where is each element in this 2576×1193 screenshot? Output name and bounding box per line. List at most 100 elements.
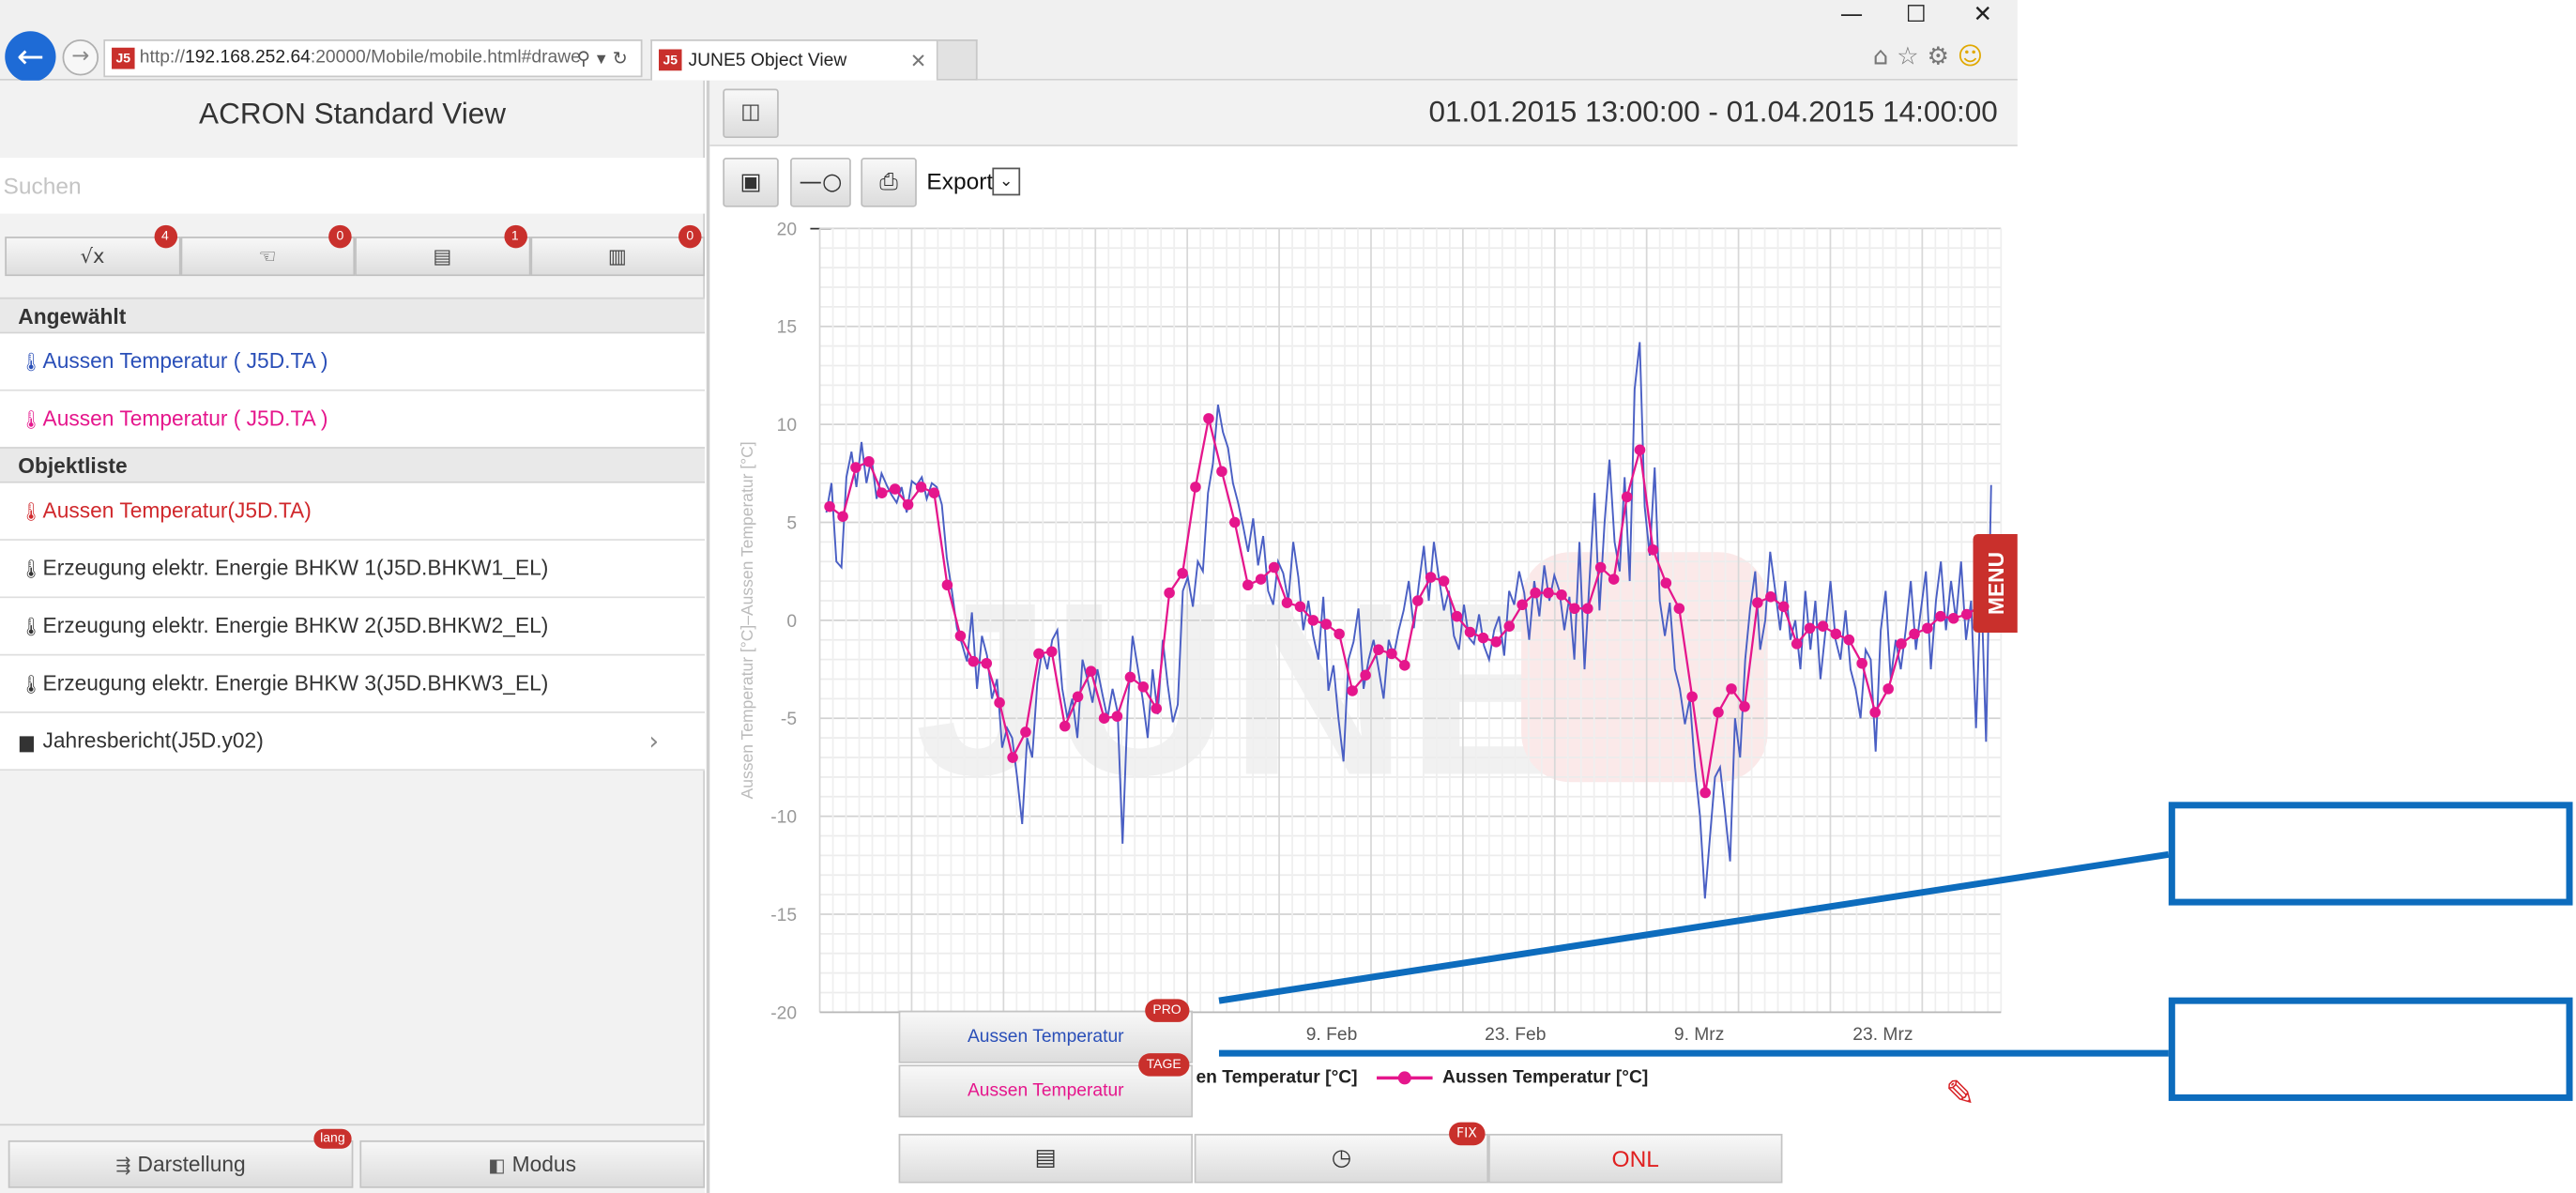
data-point <box>1294 601 1306 613</box>
devices-button[interactable]: ▤ <box>898 1133 1193 1184</box>
object-item[interactable]: 🌡︎Erzeugung elektr. Energie BHKW 1(J5D.B… <box>0 540 706 599</box>
object-item[interactable]: 🌡︎Erzeugung elektr. Energie BHKW 3(J5D.B… <box>0 655 706 713</box>
tab-close-icon[interactable]: ✕ <box>909 49 927 73</box>
data-point <box>1490 636 1502 648</box>
url-host: 192.168.252.64 <box>185 47 311 68</box>
cursor-button[interactable]: —○— <box>790 158 851 241</box>
data-point <box>1137 681 1150 693</box>
export-label: Export <box>926 167 994 194</box>
data-point <box>1765 591 1776 603</box>
document-icon: ▆ <box>20 731 34 753</box>
data-point <box>1700 787 1711 799</box>
filter-manual-button[interactable]: ☜ 0 <box>179 224 356 277</box>
data-point <box>1151 703 1163 714</box>
data-point <box>824 500 835 512</box>
data-point <box>1556 589 1567 601</box>
data-point <box>1543 587 1554 599</box>
selected-item-blue[interactable]: 🌡︎Aussen Temperatur ( J5D.TA ) <box>0 333 706 391</box>
data-point <box>1229 516 1241 528</box>
data-point <box>902 498 914 511</box>
data-point <box>1739 700 1750 712</box>
selected-item-pink[interactable]: 🌡︎Aussen Temperatur ( J5D.TA ) <box>0 390 706 449</box>
left-bottom-bar: ⇶ Darstellung lang ◧ Modus <box>0 1124 706 1193</box>
legend-marker-icon <box>1377 1070 1433 1087</box>
back-button[interactable]: ← <box>5 31 56 83</box>
save-button[interactable]: ▣ <box>723 158 779 207</box>
legend-item-blue[interactable]: en Temperatur [°C] <box>1196 1068 1357 1088</box>
new-tab-button[interactable] <box>937 39 978 81</box>
object-item-label: Erzeugung elektr. Energie BHKW 2(J5D.BHK… <box>42 612 549 638</box>
address-bar[interactable]: J5 http://192.168.252.64:20000/Mobile/mo… <box>103 39 643 78</box>
object-item[interactable]: 🌡︎Erzeugung elektr. Energie BHKW 2(J5D.B… <box>0 598 706 656</box>
search-input[interactable] <box>0 158 706 214</box>
refresh-icon[interactable]: ↻ <box>612 47 634 69</box>
data-point <box>1124 671 1136 683</box>
data-point <box>1281 597 1293 608</box>
filter-chart-button[interactable]: ▥ 0 <box>529 224 706 277</box>
pdf-icon: ▤ <box>433 244 452 268</box>
object-item[interactable]: ▆ Jahresbericht(J5D.y02) › <box>0 712 706 772</box>
browser-tab[interactable]: J5 JUNE5 Object View ✕ <box>650 39 938 81</box>
y-tick-label: 20 <box>777 220 797 239</box>
minimize-button[interactable]: — <box>1839 1 1864 28</box>
thermometer-icon: 🌡︎ <box>20 408 43 431</box>
chevron-right-icon[interactable]: › <box>648 726 660 757</box>
mode-button[interactable]: ◧ Modus <box>359 1139 706 1188</box>
print-button[interactable]: ⎙ <box>861 158 917 207</box>
data-point <box>1503 620 1516 632</box>
data-point <box>1307 615 1319 626</box>
thermometer-icon: 🌡︎ <box>20 351 43 374</box>
object-item[interactable]: 🌡︎Aussen Temperatur(J5D.TA) <box>0 482 706 541</box>
data-point <box>1360 669 1371 681</box>
site-favicon: J5 <box>112 47 135 69</box>
data-point <box>1111 711 1123 722</box>
legend-label: Aussen Temperatur [°C] <box>1442 1067 1649 1088</box>
data-point <box>1882 683 1894 695</box>
data-point <box>1686 691 1698 703</box>
legend-label: en Temperatur [°C] <box>1196 1067 1358 1088</box>
home-icon[interactable]: ⌂ <box>1872 40 1898 71</box>
menu-tab[interactable]: MENU <box>1973 533 2018 633</box>
data-point <box>1216 466 1227 478</box>
data-point <box>1412 595 1424 606</box>
series-badge: TAGE <box>1137 1053 1190 1077</box>
schedule-button[interactable]: ◷ FIX <box>1194 1122 1489 1184</box>
data-point <box>994 696 1005 709</box>
object-item-label: Erzeugung elektr. Energie BHKW 1(J5D.BHK… <box>42 555 549 580</box>
toggle-panel-button[interactable]: ◫ <box>723 88 779 139</box>
settings-icon[interactable]: ⚙ <box>1927 40 1958 71</box>
data-point <box>1386 648 1397 660</box>
online-button[interactable]: ONL <box>1488 1133 1783 1184</box>
data-point <box>1869 707 1881 718</box>
data-point <box>1477 632 1489 644</box>
star-icon[interactable]: ☆ <box>1897 40 1928 71</box>
smiley-icon[interactable]: ☺ <box>1957 40 1991 71</box>
display-button[interactable]: ⇶ Darstellung lang <box>8 1128 354 1188</box>
data-point <box>1438 575 1450 587</box>
maximize-button[interactable]: ☐ <box>1905 1 1927 28</box>
filter-bar: √x 4 ☜ 0 ▤ 1 ▥ 0 <box>5 224 706 277</box>
section-selected-header: Angewählt <box>0 297 706 334</box>
x-tick-label: 9. Feb <box>1306 1025 1358 1045</box>
data-point <box>1856 657 1867 669</box>
series-button-pink[interactable]: Aussen Temperatur TAGE <box>898 1053 1193 1118</box>
save-icon: ▣ <box>739 169 762 196</box>
search-icon[interactable]: ⚲ <box>576 47 597 69</box>
devices-icon: ▤ <box>1034 1145 1057 1172</box>
x-tick-label: 9. Mrz <box>1674 1025 1724 1045</box>
data-point <box>1804 622 1816 635</box>
edit-icon[interactable]: ✎ <box>1944 1074 1976 1116</box>
data-point <box>1045 646 1058 658</box>
forward-button[interactable]: → <box>62 39 99 76</box>
series-button-blue[interactable]: Aussen Temperatur PRO <box>898 999 1193 1063</box>
filter-pdf-button[interactable]: ▤ 1 <box>355 224 530 277</box>
legend-item-pink[interactable]: Aussen Temperatur [°C] <box>1377 1068 1648 1088</box>
fix-badge: FIX <box>1448 1122 1486 1146</box>
filter-formula-button[interactable]: √x 4 <box>5 224 180 277</box>
export-dropdown[interactable]: ⌄ <box>992 167 1021 196</box>
data-point <box>915 482 927 493</box>
dropdown-icon[interactable]: ▾ <box>596 47 613 69</box>
close-window-button[interactable]: ✕ <box>1973 1 1993 28</box>
